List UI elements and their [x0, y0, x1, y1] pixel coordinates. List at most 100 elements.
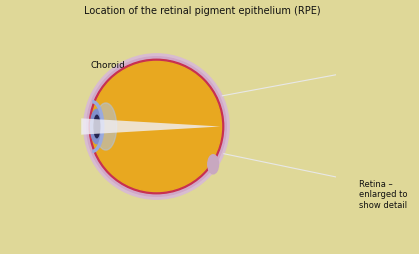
Polygon shape: [377, 71, 402, 183]
Circle shape: [87, 57, 226, 197]
Circle shape: [407, 127, 413, 133]
Circle shape: [390, 182, 396, 188]
Circle shape: [403, 93, 407, 97]
Circle shape: [402, 112, 404, 115]
Circle shape: [396, 90, 399, 94]
Circle shape: [409, 122, 412, 126]
Circle shape: [400, 144, 404, 148]
Circle shape: [401, 145, 403, 147]
Circle shape: [402, 122, 406, 126]
Circle shape: [390, 66, 396, 72]
Circle shape: [401, 117, 406, 121]
Circle shape: [399, 168, 403, 171]
Circle shape: [388, 75, 392, 79]
Circle shape: [403, 157, 407, 161]
Circle shape: [385, 179, 389, 183]
Circle shape: [398, 167, 404, 172]
Circle shape: [407, 111, 411, 114]
Circle shape: [396, 161, 399, 163]
Text: Retina: Retina: [154, 100, 183, 114]
Circle shape: [399, 149, 403, 153]
Text: Bruch’s membrane: Bruch’s membrane: [0, 253, 1, 254]
Circle shape: [401, 111, 405, 115]
Circle shape: [398, 96, 401, 99]
Circle shape: [396, 160, 399, 164]
Ellipse shape: [94, 116, 100, 138]
Circle shape: [401, 88, 405, 92]
Circle shape: [391, 170, 395, 174]
Circle shape: [89, 60, 224, 194]
Circle shape: [402, 92, 408, 98]
Circle shape: [399, 101, 403, 105]
Circle shape: [394, 86, 397, 88]
Circle shape: [397, 95, 401, 99]
Circle shape: [396, 91, 399, 93]
Text: Choroid: Choroid: [90, 60, 143, 69]
Circle shape: [398, 155, 401, 158]
Circle shape: [401, 107, 403, 109]
Circle shape: [391, 67, 394, 71]
Text: Retina –
enlarged to
show detail: Retina – enlarged to show detail: [359, 179, 407, 209]
Circle shape: [396, 76, 401, 82]
Circle shape: [408, 134, 411, 138]
Circle shape: [399, 83, 403, 86]
Circle shape: [403, 129, 405, 131]
Circle shape: [404, 98, 410, 104]
Circle shape: [400, 101, 402, 104]
Text: RPE: RPE: [0, 253, 1, 254]
Circle shape: [406, 146, 410, 149]
Ellipse shape: [95, 104, 116, 150]
Circle shape: [407, 121, 413, 127]
Circle shape: [394, 166, 397, 168]
Circle shape: [400, 150, 402, 153]
Circle shape: [397, 77, 400, 81]
Circle shape: [408, 116, 411, 120]
Circle shape: [392, 171, 394, 173]
Polygon shape: [389, 65, 413, 189]
Circle shape: [386, 71, 388, 74]
Circle shape: [400, 161, 406, 167]
Circle shape: [389, 176, 391, 178]
Circle shape: [403, 123, 405, 125]
Circle shape: [407, 140, 411, 143]
Circle shape: [401, 139, 405, 143]
Circle shape: [393, 71, 398, 77]
Circle shape: [396, 172, 401, 178]
Polygon shape: [387, 68, 408, 186]
Circle shape: [405, 104, 411, 109]
Circle shape: [405, 151, 409, 155]
Circle shape: [392, 81, 394, 83]
Circle shape: [402, 156, 408, 162]
Circle shape: [391, 183, 394, 187]
Ellipse shape: [91, 110, 103, 144]
Circle shape: [393, 165, 397, 169]
Circle shape: [404, 150, 410, 156]
Circle shape: [400, 87, 406, 93]
Circle shape: [402, 134, 405, 136]
Circle shape: [84, 55, 229, 199]
Circle shape: [405, 145, 411, 150]
Circle shape: [405, 99, 409, 103]
Circle shape: [407, 133, 413, 139]
Circle shape: [398, 82, 404, 87]
Circle shape: [385, 71, 389, 75]
Text: Location of the retinal pigment epithelium (RPE): Location of the retinal pigment epitheli…: [84, 6, 321, 16]
Circle shape: [389, 76, 391, 78]
Circle shape: [391, 80, 395, 84]
Circle shape: [402, 128, 406, 132]
Circle shape: [386, 180, 388, 183]
Polygon shape: [81, 119, 220, 135]
Circle shape: [402, 118, 405, 120]
Circle shape: [406, 139, 412, 145]
Circle shape: [400, 106, 404, 110]
Circle shape: [388, 175, 392, 179]
Circle shape: [394, 72, 397, 76]
Circle shape: [402, 139, 404, 142]
Circle shape: [401, 162, 405, 166]
Circle shape: [394, 178, 397, 182]
Circle shape: [393, 177, 398, 183]
Circle shape: [407, 115, 413, 121]
Circle shape: [406, 105, 410, 108]
Circle shape: [406, 109, 412, 115]
Circle shape: [409, 128, 412, 132]
